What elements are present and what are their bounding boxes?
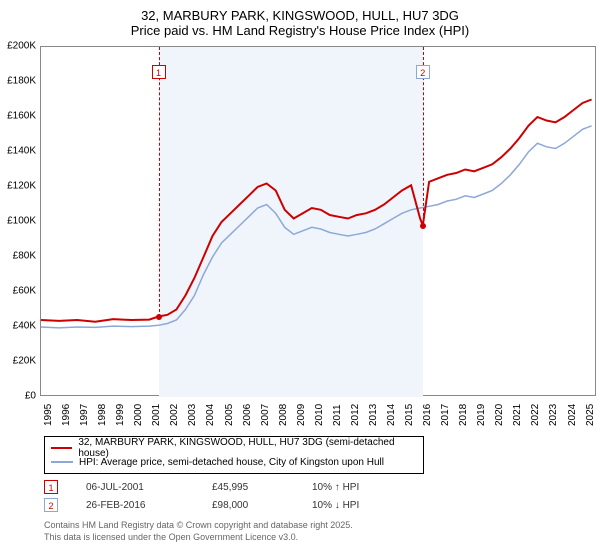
title-line-2: Price paid vs. HM Land Registry's House … <box>0 23 600 38</box>
x-tick-label: 2001 <box>151 404 162 426</box>
x-tick-label: 2020 <box>494 404 505 426</box>
chart-container: 32, MARBURY PARK, KINGSWOOD, HULL, HU7 3… <box>0 0 600 560</box>
x-tick-label: 1996 <box>61 404 72 426</box>
x-tick-label: 2025 <box>585 404 596 426</box>
x-tick-label: 2002 <box>169 404 180 426</box>
attribution-line-1: Contains HM Land Registry data © Crown c… <box>44 520 353 532</box>
sale-row-marker: 1 <box>44 480 58 494</box>
sale-date: 06-JUL-2001 <box>86 482 212 493</box>
x-tick-label: 2000 <box>133 404 144 426</box>
chart-title: 32, MARBURY PARK, KINGSWOOD, HULL, HU7 3… <box>0 0 600 42</box>
series-hpi <box>41 126 592 328</box>
legend: 32, MARBURY PARK, KINGSWOOD, HULL, HU7 3… <box>44 436 424 474</box>
legend-swatch <box>51 461 73 463</box>
sale-row: 1 06-JUL-2001£45,99510% ↑ HPI <box>44 478 422 496</box>
x-tick-label: 2010 <box>314 404 325 426</box>
x-tick-label: 2014 <box>386 404 397 426</box>
sale-row-marker: 2 <box>44 498 58 512</box>
x-tick-label: 2017 <box>440 404 451 426</box>
x-tick-label: 2015 <box>404 404 415 426</box>
x-tick-label: 2019 <box>476 404 487 426</box>
sale-marker-dot <box>420 223 426 229</box>
x-tick-label: 2008 <box>278 404 289 426</box>
y-tick-label: £0 <box>25 391 36 402</box>
sale-hpi: 10% ↓ HPI <box>312 500 422 511</box>
x-tick-label: 2021 <box>512 404 523 426</box>
sale-marker-dot <box>156 314 162 320</box>
y-tick-label: £20K <box>13 356 36 367</box>
x-tick-label: 2012 <box>350 404 361 426</box>
legend-item: HPI: Average price, semi-detached house,… <box>51 455 417 469</box>
y-tick-label: £100K <box>7 216 36 227</box>
y-tick-label: £140K <box>7 146 36 157</box>
x-tick-label: 2011 <box>332 404 343 426</box>
x-tick-label: 2022 <box>530 404 541 426</box>
x-tick-label: 2009 <box>296 404 307 426</box>
y-tick-label: £200K <box>7 41 36 52</box>
x-tick-label: 2003 <box>187 404 198 426</box>
y-tick-label: £60K <box>13 286 36 297</box>
x-tick-label: 1999 <box>115 404 126 426</box>
y-tick-label: £120K <box>7 181 36 192</box>
x-tick-label: 2023 <box>548 404 559 426</box>
x-tick-label: 2004 <box>205 404 216 426</box>
attribution-line-2: This data is licensed under the Open Gov… <box>44 532 353 544</box>
legend-label: HPI: Average price, semi-detached house,… <box>79 457 384 468</box>
x-tick-label: 2016 <box>422 404 433 426</box>
series-price_paid <box>41 100 592 322</box>
x-tick-label: 2013 <box>368 404 379 426</box>
x-tick-label: 2018 <box>458 404 469 426</box>
sale-date: 26-FEB-2016 <box>86 500 212 511</box>
sale-hpi: 10% ↑ HPI <box>312 482 422 493</box>
x-tick-label: 1995 <box>43 404 54 426</box>
x-tick-label: 2006 <box>242 404 253 426</box>
x-tick-label: 2005 <box>224 404 235 426</box>
y-tick-label: £180K <box>7 76 36 87</box>
sales-table: 1 06-JUL-2001£45,99510% ↑ HPI 2 26-FEB-2016… <box>44 478 422 514</box>
x-tick-label: 2007 <box>260 404 271 426</box>
y-tick-label: £80K <box>13 251 36 262</box>
plot-area: 12 <box>40 46 596 396</box>
x-tick-label: 1998 <box>97 404 108 426</box>
sale-marker-line <box>159 47 160 317</box>
sale-price: £98,000 <box>212 500 312 511</box>
legend-swatch <box>51 447 72 449</box>
chart-area: 12 £0£20K£40K£60K£80K£100K£120K£140K£160… <box>40 46 596 422</box>
sale-row: 2 26-FEB-2016£98,00010% ↓ HPI <box>44 496 422 514</box>
chart-lines <box>41 47 597 397</box>
y-tick-label: £40K <box>13 321 36 332</box>
sale-marker-box: 1 <box>152 65 166 79</box>
x-tick-label: 1997 <box>79 404 90 426</box>
legend-item: 32, MARBURY PARK, KINGSWOOD, HULL, HU7 3… <box>51 441 417 455</box>
y-tick-label: £160K <box>7 111 36 122</box>
title-line-1: 32, MARBURY PARK, KINGSWOOD, HULL, HU7 3… <box>0 8 600 23</box>
attribution: Contains HM Land Registry data © Crown c… <box>44 520 353 543</box>
sale-price: £45,995 <box>212 482 312 493</box>
x-tick-label: 2024 <box>567 404 578 426</box>
sale-marker-box: 2 <box>416 65 430 79</box>
